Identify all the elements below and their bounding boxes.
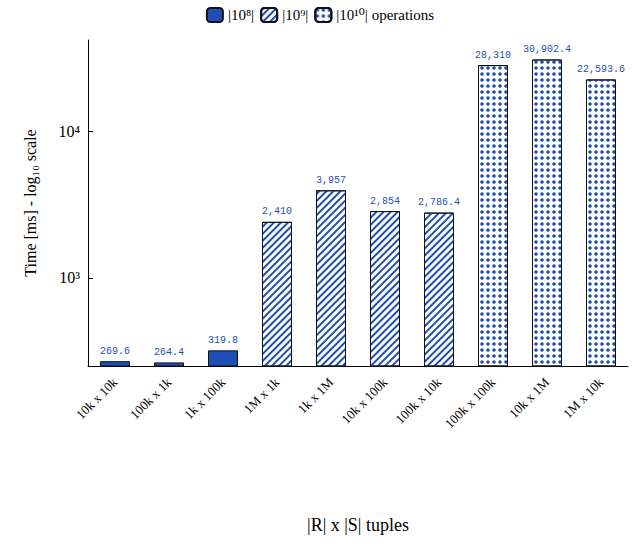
- svg-text:269.6: 269.6: [100, 346, 130, 357]
- svg-text:100k x 1k: 100k x 1k: [127, 374, 175, 422]
- svg-text:10k x 100k: 10k x 100k: [338, 374, 390, 426]
- svg-text:|R| x |S| tuples: |R| x |S| tuples: [307, 515, 409, 535]
- svg-text:|10¹⁰| operations: |10¹⁰| operations: [336, 7, 434, 23]
- svg-text:10k x 1M: 10k x 1M: [506, 374, 553, 421]
- svg-text:10³: 10³: [59, 269, 80, 286]
- svg-text:2,410: 2,410: [262, 206, 292, 217]
- svg-text:30,902.4: 30,902.4: [523, 44, 571, 55]
- svg-text:100k x 10k: 100k x 10k: [392, 374, 444, 426]
- svg-text:3,957: 3,957: [316, 175, 346, 186]
- svg-text:1M x 10k: 1M x 10k: [560, 374, 607, 421]
- svg-text:2,786.4: 2,786.4: [418, 197, 460, 208]
- svg-text:2,854: 2,854: [370, 196, 400, 207]
- svg-text:|10⁹|: |10⁹|: [282, 7, 308, 23]
- svg-text:1k x 100k: 1k x 100k: [181, 374, 229, 422]
- svg-text:1M x 1k: 1M x 1k: [241, 374, 283, 416]
- svg-text:264.4: 264.4: [154, 347, 184, 358]
- svg-text:28,310: 28,310: [475, 50, 511, 61]
- svg-text:100k x 100k: 100k x 100k: [442, 374, 499, 431]
- svg-text:1k x 1M: 1k x 1M: [295, 374, 337, 416]
- svg-text:Time [ms] - log₁₀ scale: Time [ms] - log₁₀ scale: [22, 129, 40, 276]
- svg-text:10⁴: 10⁴: [58, 123, 80, 140]
- svg-text:10k x 10k: 10k x 10k: [73, 374, 121, 422]
- svg-text:|10⁸|: |10⁸|: [228, 7, 254, 23]
- svg-text:22,593.6: 22,593.6: [577, 64, 625, 75]
- svg-text:319.8: 319.8: [208, 335, 238, 346]
